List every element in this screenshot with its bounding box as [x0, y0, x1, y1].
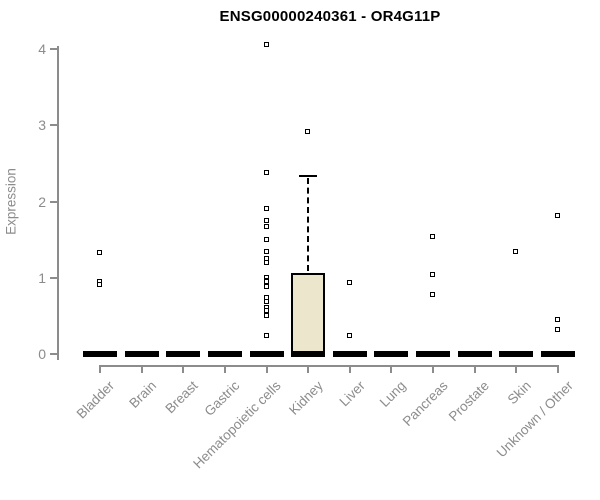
- x-axis-tick: [140, 365, 143, 373]
- outlier-point: [263, 333, 269, 339]
- outlier-point: [346, 333, 352, 339]
- x-axis-tick: [432, 365, 435, 373]
- x-tick-label: Prostate: [446, 378, 493, 425]
- y-tick-label: 3: [38, 117, 46, 134]
- outlier-point: [305, 129, 311, 135]
- outlier-point: [263, 299, 269, 305]
- median-bar: [416, 351, 451, 357]
- x-tick-label: Unknown / Other: [493, 378, 576, 461]
- chart-title: ENSG00000240361 - OR4G11P: [219, 8, 441, 25]
- outlier-point: [430, 292, 436, 298]
- outlier-point: [263, 237, 269, 243]
- outlier-point: [263, 248, 269, 254]
- y-tick-label: 1: [38, 269, 46, 286]
- median-bar: [541, 351, 575, 357]
- x-axis-tick: [99, 365, 101, 373]
- outlier-point: [97, 282, 102, 288]
- upper-whisker-cap: [299, 175, 318, 178]
- median-bar: [166, 351, 201, 357]
- upper-whisker: [307, 178, 310, 272]
- y-axis-tick: [50, 124, 57, 127]
- x-tick-label: Skin: [504, 378, 534, 408]
- outlier-point: [263, 224, 269, 230]
- median-bar: [457, 351, 492, 357]
- y-axis-tick: [50, 276, 57, 279]
- outlier-point: [263, 206, 269, 212]
- x-axis-tick: [557, 365, 559, 373]
- y-axis-tick: [50, 353, 57, 355]
- outlier-point: [263, 283, 269, 289]
- x-tick-label: Pancreas: [399, 378, 451, 429]
- outlier-point: [430, 233, 436, 239]
- outlier-point: [97, 250, 102, 256]
- box: [291, 273, 326, 357]
- outlier-point: [555, 212, 560, 218]
- median-bar: [124, 351, 159, 357]
- median-bar: [291, 351, 326, 357]
- y-axis-line: [57, 46, 59, 360]
- outlier-point: [263, 259, 269, 265]
- x-tick-label: Brain: [126, 378, 160, 411]
- x-axis-tick: [348, 365, 351, 373]
- outlier-point: [263, 279, 269, 285]
- outlier-point: [263, 169, 269, 175]
- median-bar: [374, 351, 409, 357]
- outlier-point: [263, 42, 269, 48]
- x-tick-label: Breast: [162, 378, 201, 417]
- y-tick-label: 4: [38, 41, 46, 57]
- x-axis-tick: [265, 365, 268, 373]
- outlier-point: [430, 271, 436, 277]
- x-axis-tick: [515, 365, 518, 373]
- y-tick-label: 2: [38, 193, 46, 210]
- x-axis-tick: [473, 365, 476, 373]
- x-axis-tick: [390, 365, 393, 373]
- y-axis-tick: [50, 48, 57, 50]
- x-tick-label: Liver: [336, 378, 368, 410]
- x-axis-tick: [223, 365, 226, 373]
- y-axis-tick: [50, 200, 57, 203]
- x-axis-tick: [307, 365, 310, 373]
- outlier-point: [513, 248, 519, 254]
- outlier-point: [346, 280, 352, 286]
- x-tick-label: Bladder: [74, 378, 118, 422]
- x-axis-tick: [182, 365, 185, 373]
- median-bar: [249, 351, 284, 357]
- median-bar: [207, 351, 242, 357]
- outlier-point: [263, 312, 269, 318]
- median-bar: [332, 351, 367, 357]
- median-bar: [83, 351, 117, 357]
- median-bar: [499, 351, 534, 357]
- x-tick-label: Lung: [377, 378, 410, 410]
- outlier-point: [263, 218, 269, 224]
- x-axis-line: [99, 365, 559, 367]
- x-tick-label: Kidney: [285, 378, 326, 418]
- outlier-point: [555, 327, 560, 333]
- outlier-point: [263, 308, 269, 314]
- y-tick-label: 0: [38, 346, 46, 362]
- outlier-point: [555, 317, 560, 323]
